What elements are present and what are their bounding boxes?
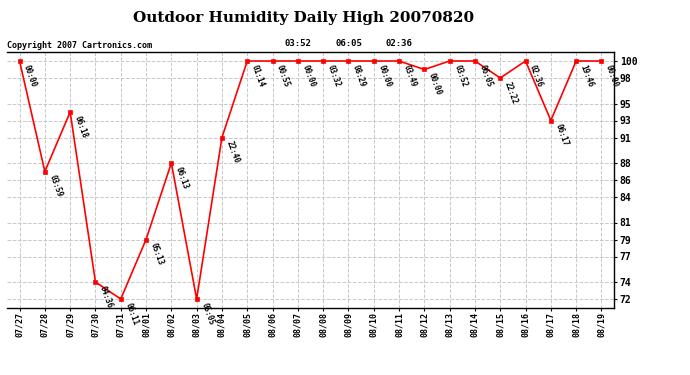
Text: 00:00: 00:00: [604, 63, 620, 88]
Text: 06:05: 06:05: [335, 39, 362, 48]
Text: 22:40: 22:40: [224, 140, 241, 165]
Text: 08:29: 08:29: [351, 63, 367, 88]
Text: 02:36: 02:36: [386, 39, 413, 48]
Text: 06:05: 06:05: [477, 63, 494, 88]
Text: 02:36: 02:36: [528, 63, 544, 88]
Text: 05:05: 05:05: [199, 302, 215, 326]
Text: 06:11: 06:11: [124, 302, 139, 326]
Text: 04:36: 04:36: [98, 285, 115, 309]
Text: Outdoor Humidity Daily High 20070820: Outdoor Humidity Daily High 20070820: [133, 11, 474, 25]
Text: 00:00: 00:00: [427, 72, 443, 97]
Text: 06:18: 06:18: [72, 114, 89, 140]
Text: 00:00: 00:00: [22, 63, 39, 88]
Text: 03:32: 03:32: [326, 63, 342, 88]
Text: 03:52: 03:52: [452, 63, 469, 88]
Text: 01:14: 01:14: [250, 63, 266, 88]
Text: 06:17: 06:17: [553, 123, 570, 148]
Text: 03:59: 03:59: [48, 174, 63, 199]
Text: 06:13: 06:13: [174, 165, 190, 190]
Text: 05:13: 05:13: [148, 242, 165, 267]
Text: 03:52: 03:52: [284, 39, 311, 48]
Text: 22:22: 22:22: [503, 81, 519, 105]
Text: 00:55: 00:55: [275, 63, 291, 88]
Text: 00:00: 00:00: [300, 63, 317, 88]
Text: 19:46: 19:46: [579, 63, 595, 88]
Text: 00:00: 00:00: [376, 63, 393, 88]
Text: Copyright 2007 Cartronics.com: Copyright 2007 Cartronics.com: [7, 41, 152, 50]
Text: 03:49: 03:49: [402, 63, 418, 88]
